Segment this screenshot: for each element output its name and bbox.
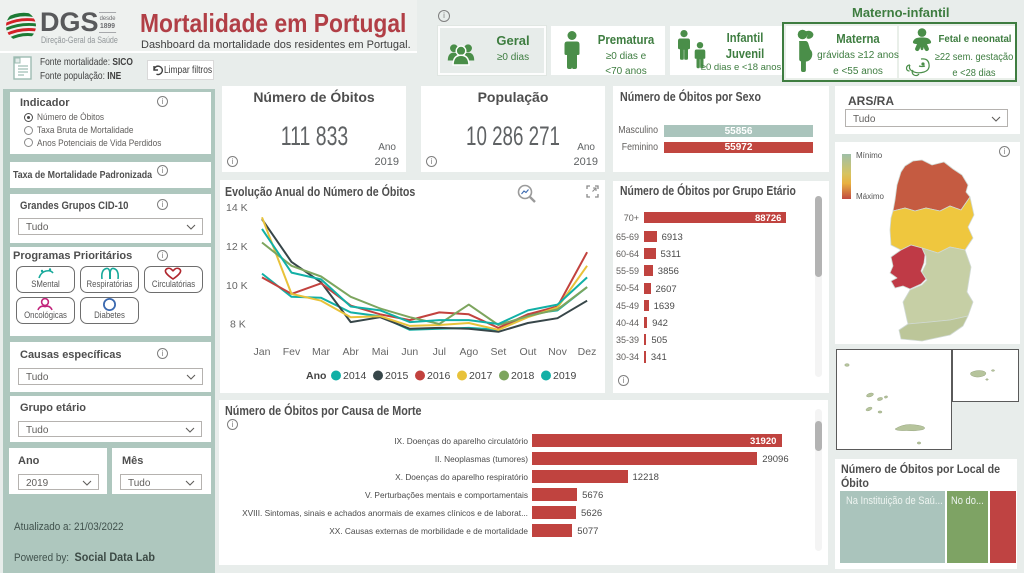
svg-text:Jun: Jun bbox=[401, 346, 418, 358]
svg-text:Fev: Fev bbox=[283, 346, 301, 358]
svg-text:Dez: Dez bbox=[578, 346, 597, 358]
svg-text:2014: 2014 bbox=[343, 370, 367, 382]
svg-text:2018: 2018 bbox=[511, 370, 535, 382]
svg-text:Mai: Mai bbox=[372, 346, 389, 358]
svg-text:12 K: 12 K bbox=[226, 241, 248, 253]
svg-text:2017: 2017 bbox=[469, 370, 493, 382]
svg-text:Set: Set bbox=[491, 346, 507, 358]
svg-text:14 K: 14 K bbox=[226, 202, 248, 214]
svg-text:Jul: Jul bbox=[433, 346, 446, 358]
svg-text:Ago: Ago bbox=[460, 346, 479, 358]
svg-text:Nov: Nov bbox=[548, 346, 567, 358]
svg-text:2019: 2019 bbox=[553, 370, 577, 382]
svg-text:Abr: Abr bbox=[343, 346, 360, 358]
svg-text:10 K: 10 K bbox=[226, 280, 248, 292]
svg-text:Ano: Ano bbox=[306, 370, 326, 382]
svg-text:2016: 2016 bbox=[427, 370, 451, 382]
svg-text:Out: Out bbox=[520, 346, 537, 358]
svg-text:2015: 2015 bbox=[385, 370, 409, 382]
svg-text:Jan: Jan bbox=[254, 346, 271, 358]
svg-text:8 K: 8 K bbox=[230, 319, 246, 331]
svg-text:Mar: Mar bbox=[312, 346, 331, 358]
